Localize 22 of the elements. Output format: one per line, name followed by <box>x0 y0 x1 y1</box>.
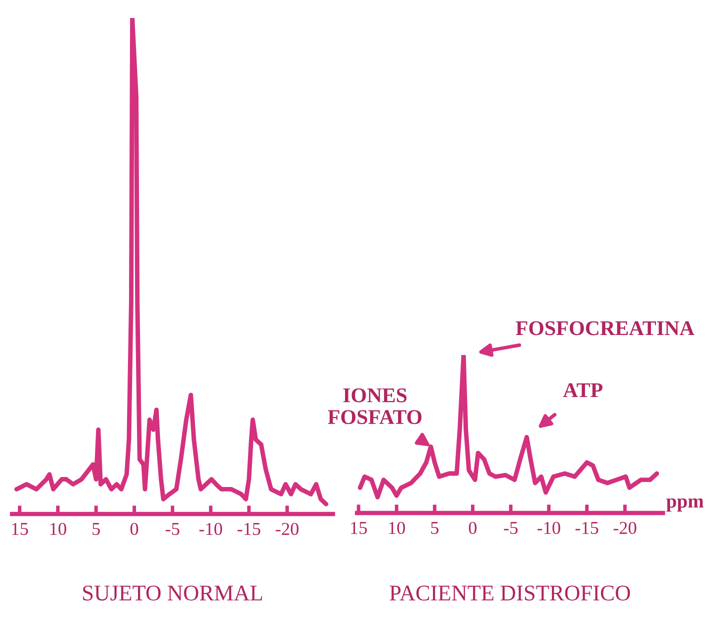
x-tick-label: 15 <box>351 522 367 534</box>
text: SUJETO NORMAL <box>83 586 262 601</box>
x-tick-label: -10 <box>537 522 560 534</box>
x-tick-label: -10 <box>199 522 222 536</box>
annotation: IONES FOSFATO <box>328 388 422 424</box>
x-tick-label: 15 <box>12 522 28 536</box>
annotation: ATP <box>563 383 602 398</box>
x-tick-label: -15 <box>576 522 598 534</box>
text: PACIENTE DISTROFICO <box>390 586 630 601</box>
x-tick-label: -5 <box>166 523 180 536</box>
x-tick-label: 0 <box>130 522 138 536</box>
x-tick-label: -20 <box>614 522 636 534</box>
annotation: FOSFOCREATINA <box>516 321 694 336</box>
x-tick-label: -20 <box>276 522 298 536</box>
x-tick-label: 5 <box>431 522 438 534</box>
x-tick-label: 10 <box>50 522 66 536</box>
x-tick-label: -15 <box>238 522 260 536</box>
x-tick-label: 5 <box>92 523 100 536</box>
x-tick-label: -5 <box>504 522 518 534</box>
x-tick-label: 10 <box>389 522 405 534</box>
x-axis-title: ppm <box>666 498 704 512</box>
x-tick-label: 0 <box>468 522 477 534</box>
